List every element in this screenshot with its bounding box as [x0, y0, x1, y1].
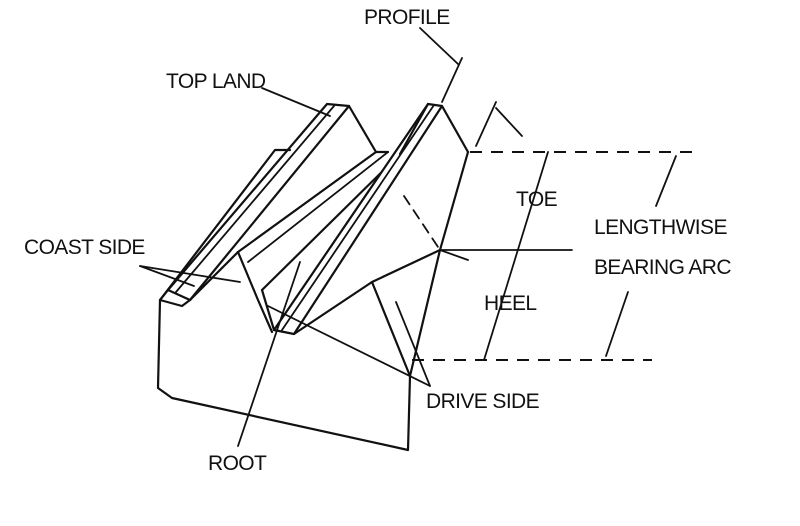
label-top-land: TOP LAND: [166, 70, 266, 93]
tooth-front-face-line: [439, 249, 469, 261]
tooth-front-coast-flank: [260, 288, 276, 332]
tooth-back: [158, 102, 390, 308]
top-land-leader: [261, 87, 331, 117]
tooth-front: [260, 102, 470, 378]
tooth-front-top-land-inner: [281, 104, 435, 331]
tooth-back-drive-flank: [347, 104, 390, 154]
root-leader: [237, 261, 301, 447]
root-valley: [236, 150, 402, 334]
label-bearing-arc: BEARING ARC: [594, 256, 731, 279]
label-profile: PROFILE: [364, 6, 450, 29]
tooth-front-drive-top: [440, 104, 470, 154]
tooth-front-coast-top: [398, 102, 430, 156]
tooth-back-flank-edge: [188, 250, 240, 302]
label-lengthwise: LENGTHWISE: [594, 216, 727, 239]
label-toe: TOE: [516, 188, 558, 211]
profile-line-lower: [475, 101, 497, 147]
tooth-front-pitch-edge: [370, 248, 442, 284]
profile-leader: [419, 27, 459, 65]
labels: PROFILE TOP LAND COAST SIDE TOE LENGTHWI…: [24, 6, 732, 475]
tooth-front-contact-dash: [403, 195, 441, 251]
root-valley-back-right: [260, 152, 402, 292]
toe-heel-bracket: [483, 151, 549, 361]
profile-line-upper: [441, 57, 463, 103]
label-coast-side: COAST SIDE: [24, 236, 145, 259]
tooth-back-coast-flank: [158, 148, 292, 302]
bearing-arc-bracket-upper: [655, 155, 677, 207]
root-valley-back-left: [236, 150, 378, 254]
label-drive-side: DRIVE SIDE: [426, 390, 540, 413]
drive-side-leader-a: [267, 305, 431, 387]
label-root: ROOT: [208, 452, 267, 475]
coast-side-leader-a: [139, 265, 241, 283]
tooth-back-top-land-inner: [175, 105, 335, 293]
root-valley-front-left: [236, 250, 274, 334]
label-heel: HEEL: [484, 292, 536, 315]
coast-side-leader-b: [139, 265, 195, 287]
drive-side-leader-b: [395, 301, 431, 387]
profile-arrow-tick: [495, 107, 523, 137]
root-line: [247, 151, 389, 263]
gear-end-face-edge: [408, 150, 470, 378]
leader-lines: [139, 27, 700, 447]
gear-body-outline: [156, 298, 412, 452]
bearing-arc-bracket-lower: [605, 291, 629, 357]
